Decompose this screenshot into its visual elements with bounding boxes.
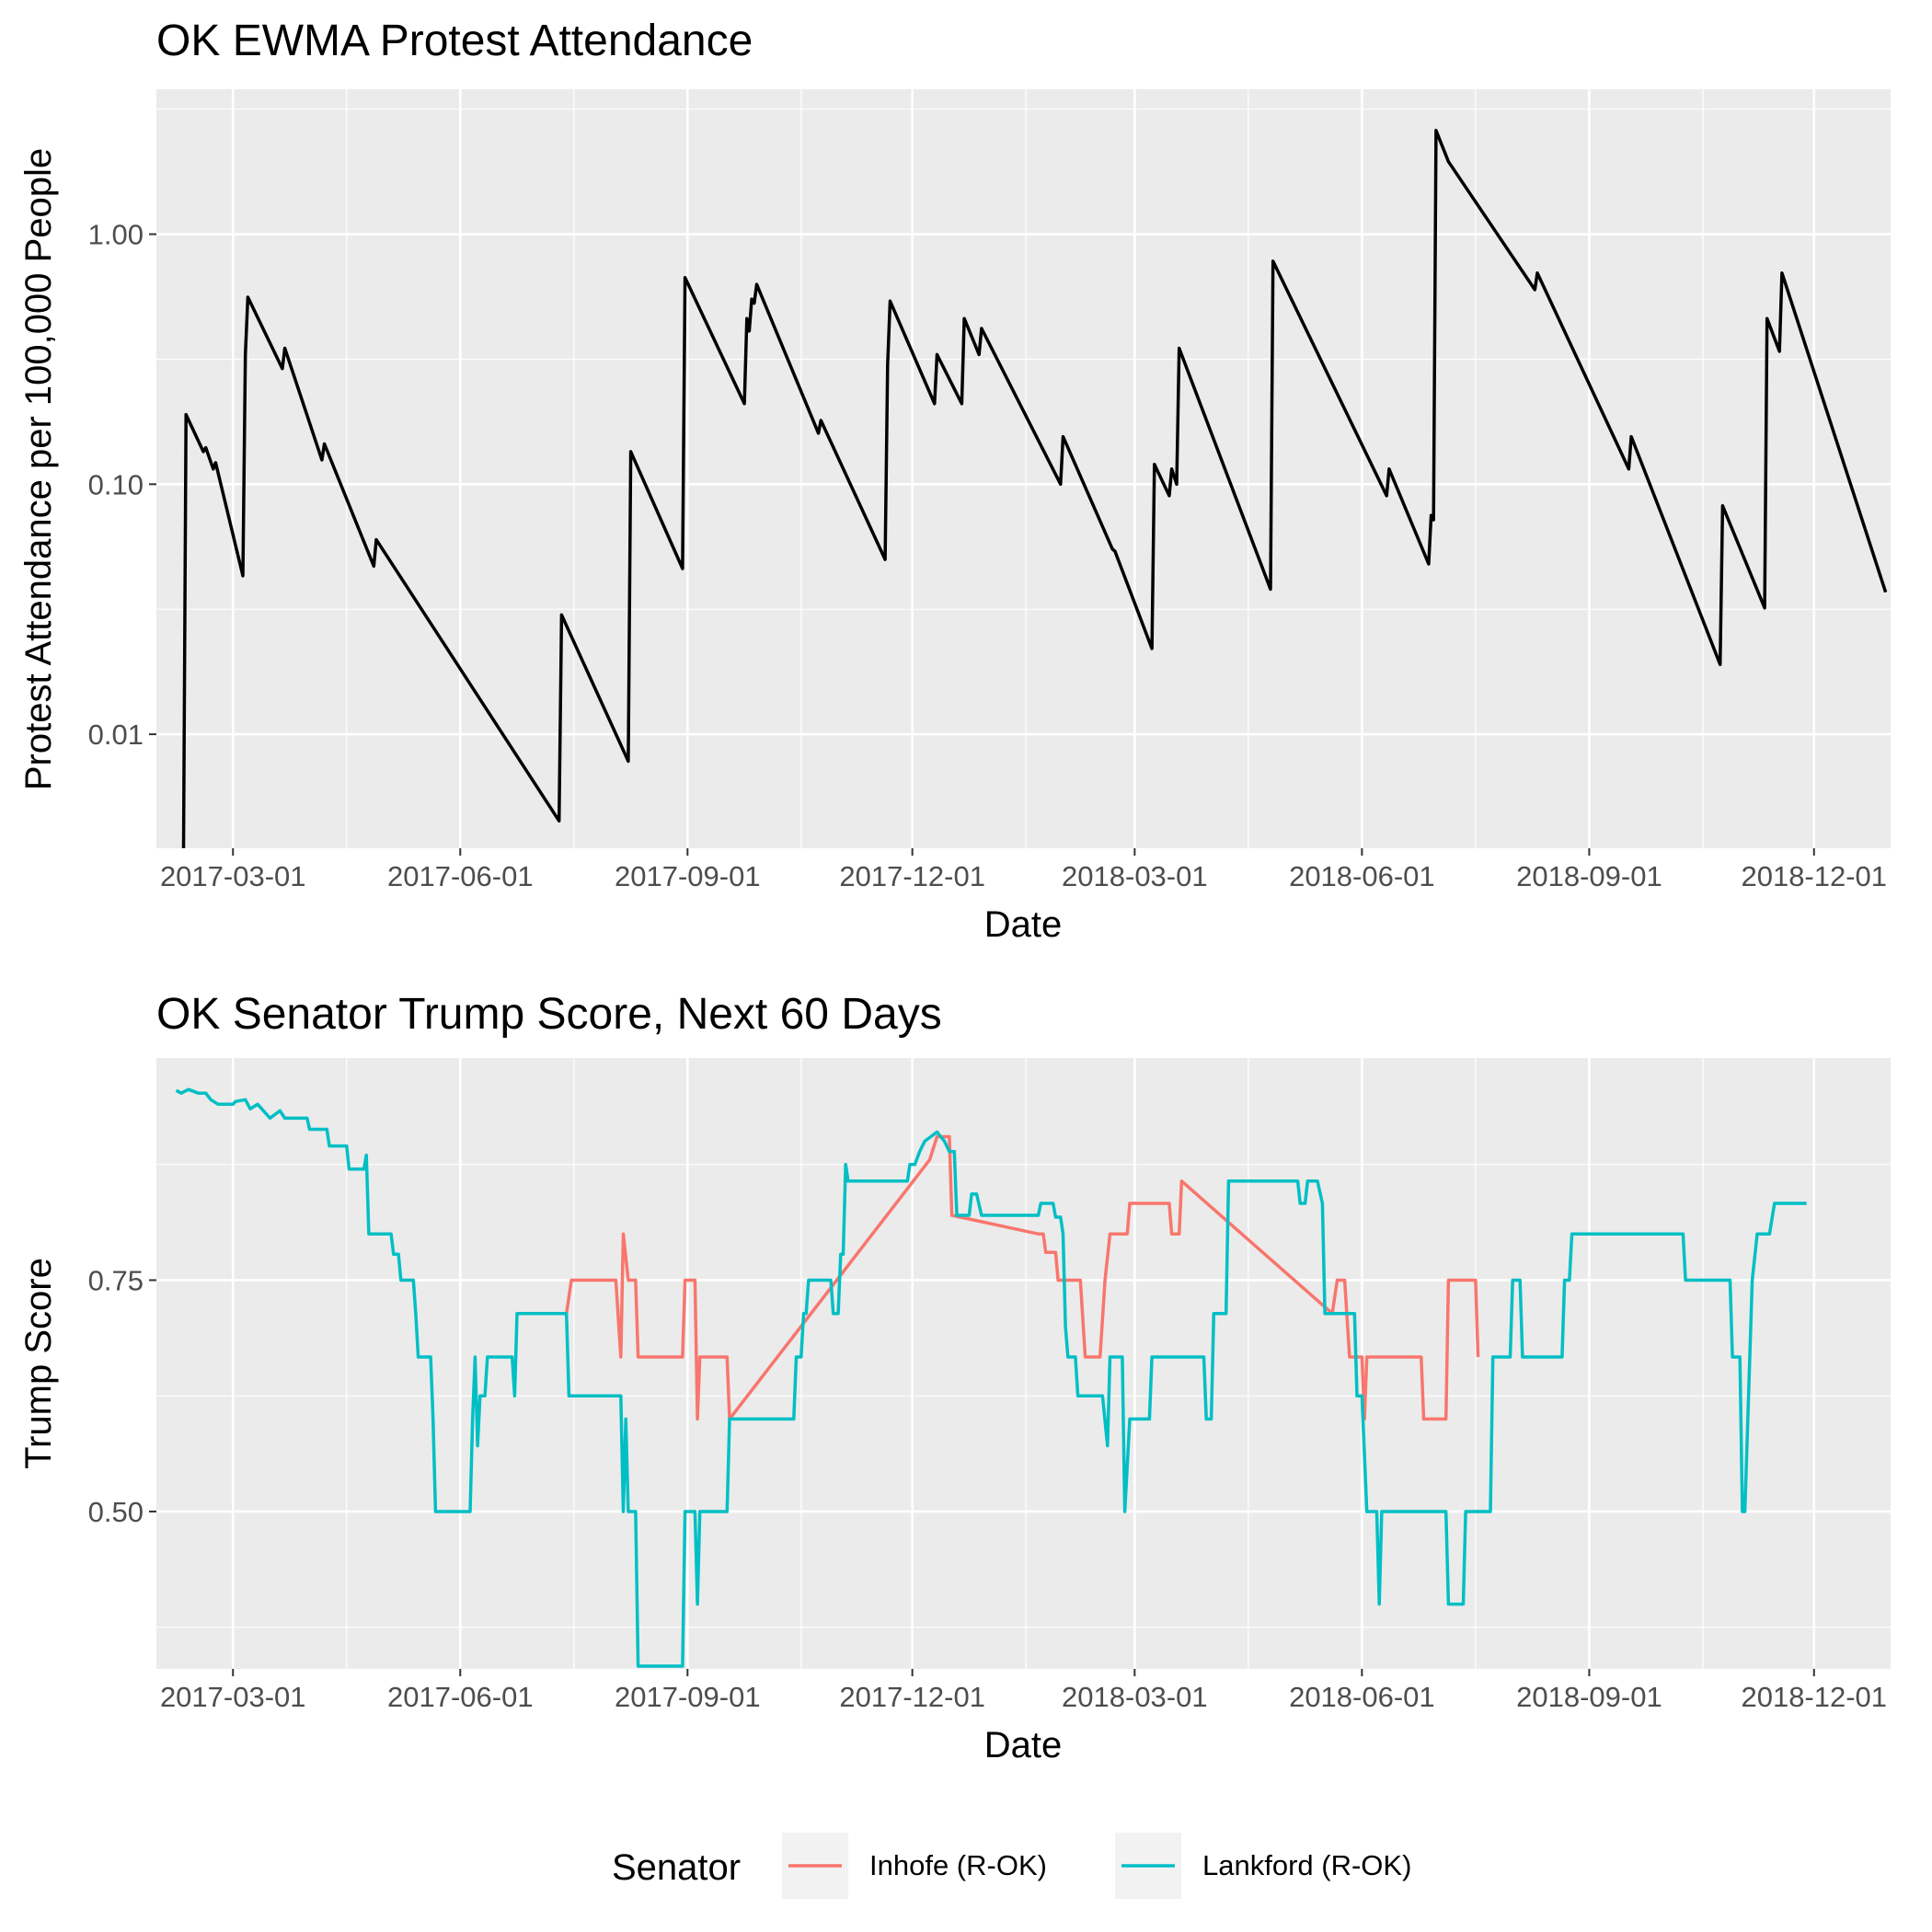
trump-score-x-tick-label: 2017-12-01 [839, 1681, 985, 1713]
protest-series-line [181, 129, 1888, 849]
protest-x-tick-label: 2018-06-01 [1289, 860, 1435, 892]
protest-gridlines [156, 89, 1891, 848]
trump-score-x-tick-label: 2018-12-01 [1741, 1681, 1887, 1713]
protest-x-tick-label: 2018-12-01 [1741, 860, 1887, 892]
trump-score-series-lines [175, 1087, 1807, 1668]
trump-score-plot-panel [156, 1058, 1891, 1669]
legend: Senator Inhofe (R-OK) Lankford (R-OK) [612, 1833, 1411, 1899]
protest-x-tick-label: 2017-03-01 [160, 860, 306, 892]
protest-x-axis-ticks: 2017-03-01 2017-06-01 2017-09-01 2017-12-01… [160, 848, 1887, 892]
trump-score-x-tick-label: 2017-03-01 [160, 1681, 306, 1713]
trump-score-x-tick-label: 2018-03-01 [1062, 1681, 1208, 1713]
trump-score-gridlines [156, 1058, 1891, 1669]
legend-label-lankford: Lankford (R-OK) [1202, 1849, 1411, 1881]
protest-x-tick-label: 2018-09-01 [1516, 860, 1662, 892]
trump-score-chart-title: OK Senator Trump Score, Next 60 Days [156, 990, 942, 1039]
legend-label-inhofe: Inhofe (R-OK) [869, 1849, 1047, 1881]
lankford-series-line [175, 1087, 1807, 1668]
trump-score-x-axis-ticks: 2017-03-01 2017-06-01 2017-09-01 2017-12-01… [160, 1669, 1887, 1713]
protest-series-lines [181, 129, 1888, 849]
protest-x-tick-label: 2018-03-01 [1062, 860, 1208, 892]
trump-score-y-tick-label: 0.75 [88, 1264, 144, 1296]
protest-y-axis-title: Protest Attendance per 100,000 People [18, 148, 59, 790]
trump-score-x-tick-label: 2018-09-01 [1516, 1681, 1662, 1713]
trump-score-x-tick-label: 2018-06-01 [1289, 1681, 1435, 1713]
trump-score-y-axis-ticks: 0.50 0.75 [88, 1264, 156, 1528]
protest-y-tick-label: 0.10 [88, 468, 144, 500]
protest-y-axis-ticks: 0.01 0.10 1.00 [88, 219, 156, 751]
trump-score-x-tick-label: 2017-09-01 [615, 1681, 761, 1713]
protest-x-axis-title: Date [984, 904, 1063, 945]
inhofe-series-line [564, 1134, 1480, 1421]
protest-y-tick-label: 0.01 [88, 719, 144, 751]
protest-x-tick-label: 2017-12-01 [839, 860, 985, 892]
protest-x-tick-label: 2017-09-01 [615, 860, 761, 892]
trump-score-y-tick-label: 0.50 [88, 1496, 144, 1528]
trump-score-x-axis-title: Date [984, 1725, 1063, 1765]
legend-title: Senator [612, 1847, 741, 1888]
protest-chart: OK EWMA Protest Attendance 2017-03-01 201… [18, 17, 1891, 945]
trump-score-chart: OK Senator Trump Score, Next 60 Days 201… [18, 990, 1891, 1765]
protest-x-tick-label: 2017-06-01 [387, 860, 534, 892]
protest-y-tick-label: 1.00 [88, 219, 144, 251]
protest-chart-title: OK EWMA Protest Attendance [156, 17, 753, 65]
protest-plot-panel [156, 89, 1891, 848]
trump-score-y-axis-title: Trump Score [18, 1258, 59, 1469]
trump-score-x-tick-label: 2017-06-01 [387, 1681, 534, 1713]
